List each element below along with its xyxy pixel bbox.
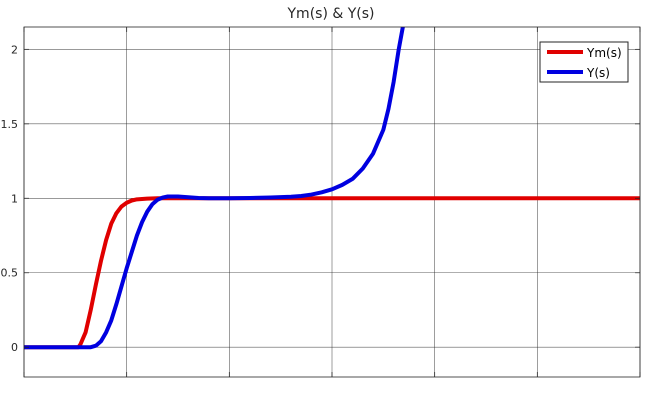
y-tick-label: 2 [11,43,18,56]
series-layer [24,27,640,350]
series-line-y [24,27,405,350]
y-tick-label: 0.5 [1,267,19,280]
y-tick-label: 1 [11,192,18,205]
legend-label-ym: Ym(s) [586,46,622,60]
y-tick-label: 0 [11,341,18,354]
chart-title: Ym(s) & Y(s) [287,6,375,22]
legend-label-y: Y(s) [586,66,610,80]
legend-box [539,41,629,83]
y-tick-label: 1.5 [1,118,19,131]
legend: Ym(s) Y(s) [539,41,629,83]
tick-layer: 0 0.5 1 1.5 2 [1,26,641,378]
